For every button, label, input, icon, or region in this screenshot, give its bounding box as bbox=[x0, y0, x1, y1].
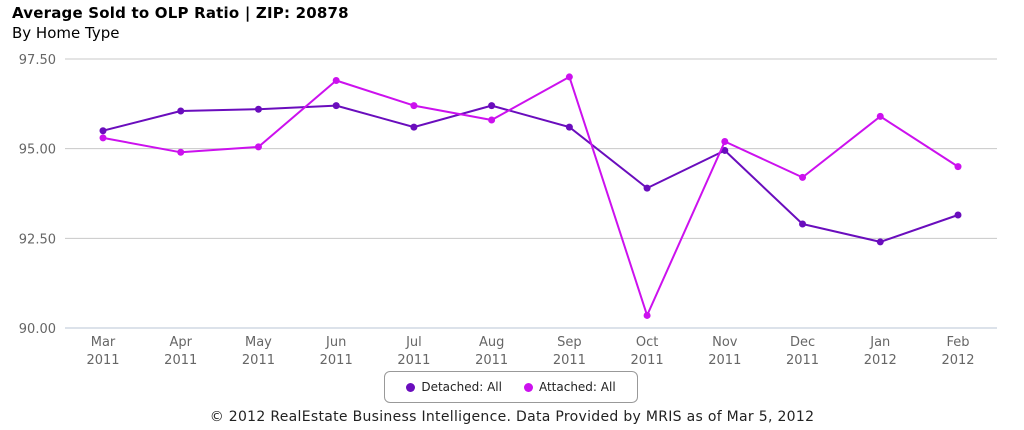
legend-item-detached[interactable]: Detached: All bbox=[406, 380, 502, 394]
data-point-attached bbox=[488, 116, 496, 124]
data-point-attached bbox=[99, 134, 107, 142]
data-point-attached bbox=[876, 112, 884, 120]
line-chart: 90.00 92.50 95.00 97.50 Mar 2011 Apr 2011 May 201… bbox=[19, 53, 997, 368]
data-point-detached bbox=[721, 146, 729, 154]
data-point-attached bbox=[410, 102, 418, 110]
legend-label-attached: Attached: All bbox=[538, 380, 616, 394]
y-tick-label: 97.50 bbox=[19, 53, 56, 68]
x-tick-label: Aug 2011 bbox=[475, 335, 508, 368]
data-point-detached bbox=[954, 211, 962, 219]
data-point-attached bbox=[177, 148, 185, 156]
chart-legend: Detached: All Attached: All bbox=[384, 371, 638, 403]
data-point-attached bbox=[799, 173, 807, 181]
data-point-detached bbox=[254, 105, 262, 113]
series-line-detached bbox=[102, 104, 959, 243]
x-tick-label: Nov 2011 bbox=[708, 335, 741, 368]
data-point-attached bbox=[254, 143, 262, 151]
data-point-detached bbox=[643, 184, 651, 192]
x-tick-label: Jan 2012 bbox=[864, 335, 897, 368]
copyright-footer: © 2012 RealEstate Business Intelligence.… bbox=[209, 409, 815, 425]
legend-marker-attached bbox=[523, 382, 533, 392]
data-point-detached bbox=[177, 107, 185, 115]
x-tick-label: Mar 2011 bbox=[86, 335, 119, 368]
legend-item-attached[interactable]: Attached: All bbox=[523, 380, 616, 394]
data-point-attached bbox=[721, 137, 729, 145]
x-tick-label: Feb 2012 bbox=[941, 335, 974, 368]
data-point-detached bbox=[565, 123, 573, 131]
data-point-attached bbox=[954, 163, 962, 171]
x-tick-label: Oct 2011 bbox=[631, 335, 664, 368]
data-point-detached bbox=[99, 127, 107, 135]
x-tick-label: Jun 2011 bbox=[320, 335, 353, 368]
data-point-detached bbox=[332, 102, 340, 110]
legend-marker-detached bbox=[406, 382, 416, 392]
y-tick-label: 90.00 bbox=[19, 322, 56, 337]
x-tick-label: Jul 2011 bbox=[397, 335, 430, 368]
data-point-detached bbox=[410, 123, 418, 131]
legend-label-detached: Detached: All bbox=[421, 380, 502, 394]
chart-subtitle: By Home Type bbox=[12, 24, 120, 42]
chart-title: Average Sold to OLP Ratio | ZIP: 20878 bbox=[12, 4, 349, 22]
data-point-attached bbox=[332, 77, 340, 85]
x-tick-label: Dec 2011 bbox=[786, 335, 819, 368]
data-point-detached bbox=[488, 102, 496, 110]
data-point-attached bbox=[643, 311, 651, 319]
x-tick-label: May 2011 bbox=[242, 335, 275, 368]
x-tick-label: Sep 2011 bbox=[553, 335, 586, 368]
series-line-attached bbox=[102, 75, 959, 317]
data-point-detached bbox=[876, 238, 884, 246]
y-tick-label: 95.00 bbox=[19, 143, 56, 158]
x-tick-label: Apr 2011 bbox=[164, 335, 197, 368]
data-point-attached bbox=[565, 73, 573, 81]
y-tick-label: 92.50 bbox=[19, 232, 56, 247]
data-point-detached bbox=[799, 220, 807, 228]
